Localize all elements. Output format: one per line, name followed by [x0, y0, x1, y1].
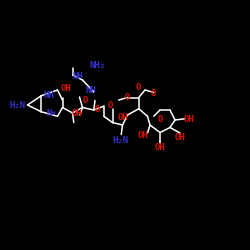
- Text: NH: NH: [72, 72, 83, 81]
- Text: O: O: [107, 100, 113, 110]
- Text: O: O: [125, 93, 130, 102]
- Text: OH: OH: [184, 116, 194, 124]
- Text: H₂N: H₂N: [112, 136, 128, 145]
- Text: H₂N: H₂N: [10, 100, 26, 110]
- Text: OH: OH: [154, 143, 166, 152]
- Text: H: H: [52, 111, 56, 116]
- Text: OH: OH: [72, 108, 83, 118]
- Text: O: O: [136, 84, 141, 92]
- Text: OH: OH: [61, 84, 72, 93]
- Text: O: O: [157, 116, 163, 124]
- Text: N: N: [46, 109, 52, 118]
- Text: O: O: [151, 89, 156, 98]
- Text: O: O: [95, 106, 100, 114]
- Text: NH: NH: [44, 90, 54, 100]
- Text: OH: OH: [117, 113, 128, 122]
- Text: NH: NH: [86, 86, 97, 95]
- Text: O: O: [82, 96, 88, 105]
- Text: NH₂: NH₂: [90, 61, 106, 70]
- Text: OH: OH: [137, 130, 148, 140]
- Text: OH: OH: [174, 134, 186, 142]
